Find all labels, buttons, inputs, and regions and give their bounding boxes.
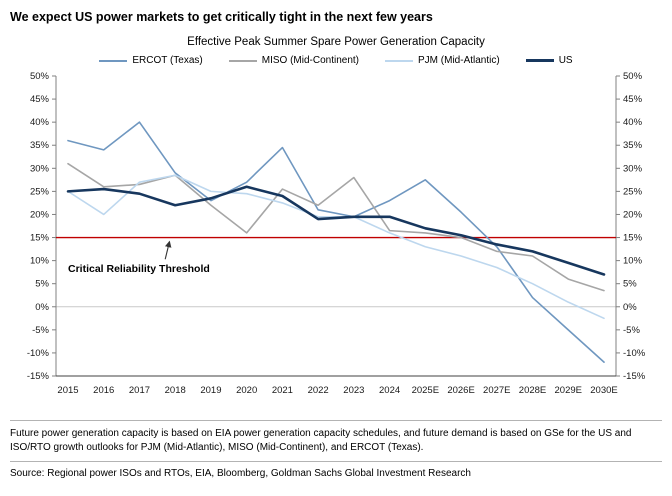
legend-line-swatch [99, 59, 128, 62]
y-tick-label-left: 30% [30, 163, 50, 174]
divider-above-source [10, 461, 662, 462]
legend-line-swatch [385, 59, 414, 62]
y-tick-label-left: 15% [30, 233, 50, 244]
axes [55, 76, 617, 377]
y-tick-label-left: 20% [30, 209, 50, 220]
x-tick-label: 2019 [200, 385, 221, 396]
chart-legend: ERCOT (Texas) MISO (Mid-Continent) PJM (Mi… [10, 55, 662, 66]
legend-item: MISO (Mid-Continent) [228, 55, 360, 66]
threshold-annotation-label: Critical Reliability Threshold [68, 263, 210, 275]
series-line-us [66, 185, 606, 276]
legend-line-swatch [228, 59, 257, 62]
y-tick-label-left: -5% [32, 325, 49, 336]
series-line-miso-mid-continent [67, 162, 605, 292]
x-tick-label: 2029E [555, 385, 582, 396]
x-tick-label: 2018 [165, 385, 186, 396]
x-tick-label: 2026E [447, 385, 474, 396]
x-tick-label: 2016 [93, 385, 114, 396]
y-tick-label-left: 45% [30, 94, 50, 105]
legend-item: PJM (Mid-Atlantic) [385, 55, 500, 66]
x-axis-labels: 2015 2016 2017 2018 2019 2020 2021 2022 2023 2024… [57, 385, 617, 396]
legend-label: PJM (Mid-Atlantic) [418, 55, 500, 66]
threshold-annotation-arrow [164, 240, 172, 260]
legend-item: US [525, 55, 573, 66]
chart-title: Effective Peak Summer Spare Power Genera… [187, 36, 485, 48]
y-tick-label-left: 0% [35, 302, 49, 313]
y-tick-label-right: -10% [623, 348, 646, 359]
y-tick-label-left: 40% [30, 117, 50, 128]
x-tick-label: 2024 [379, 385, 400, 396]
y-tick-label-left: 10% [30, 256, 50, 267]
y-tick-label-right: 25% [623, 186, 643, 197]
x-tick-label: 2022 [308, 385, 329, 396]
y-tick-label-left: -15% [27, 371, 50, 382]
x-tick-label: 2027E [483, 385, 510, 396]
legend-line-swatch [525, 59, 554, 62]
x-tick-label: 2021 [272, 385, 293, 396]
y-tick-label-left: 25% [30, 186, 50, 197]
y-tick-label-right: 30% [623, 163, 643, 174]
y-tick-label-right: 45% [623, 94, 643, 105]
x-tick-label: 2023 [343, 385, 364, 396]
x-tick-label: 2015 [57, 385, 78, 396]
y-tick-label-right: 50% [623, 71, 643, 82]
x-tick-label: 2028E [519, 385, 546, 396]
footnote: Future power generation capacity is base… [10, 428, 632, 453]
x-tick-label: 2020 [236, 385, 257, 396]
y-tick-label-right: 20% [623, 209, 643, 220]
x-tick-label: 2017 [129, 385, 150, 396]
x-tick-label: 2025E [412, 385, 439, 396]
divider-top-of-footnote [10, 420, 662, 421]
legend-label: US [558, 55, 573, 66]
y-tick-label-right: -15% [623, 371, 646, 382]
y-tick-label-left: 50% [30, 71, 50, 82]
y-tick-label-right: -5% [623, 325, 640, 336]
y-axis-labels: -15% -15% -10% -10% -5% -5% 0% 0% 5% 5% 10% 10% 15% 1… [27, 71, 646, 382]
y-tick-label-left: 5% [35, 279, 49, 290]
y-tick-label-left: 35% [30, 140, 50, 151]
legend-item: ERCOT (Texas) [99, 55, 203, 66]
chart-container: Effective Peak Summer Spare Power Genera… [10, 36, 662, 404]
source-line: Source: Regional power ISOs and RTOs, EI… [10, 468, 471, 479]
legend-label: MISO (Mid-Continent) [261, 55, 360, 66]
y-tick-label-right: 0% [623, 302, 637, 313]
headline: We expect US power markets to get critic… [10, 10, 433, 24]
y-tick-label-right: 40% [623, 117, 643, 128]
x-tick-label: 2030E [590, 385, 617, 396]
legend-label: ERCOT (Texas) [132, 55, 203, 66]
y-tick-label-right: 15% [623, 233, 643, 244]
y-tick-label-right: 35% [623, 140, 643, 151]
y-tick-label-left: -10% [27, 348, 50, 359]
y-tick-label-right: 10% [623, 256, 643, 267]
y-tick-label-right: 5% [623, 279, 637, 290]
line-chart: -15% -15% -10% -10% -5% -5% 0% 0% 5% 5% 10% 10% 15% 1… [27, 71, 646, 396]
series-line-ercot-texas [67, 121, 605, 363]
